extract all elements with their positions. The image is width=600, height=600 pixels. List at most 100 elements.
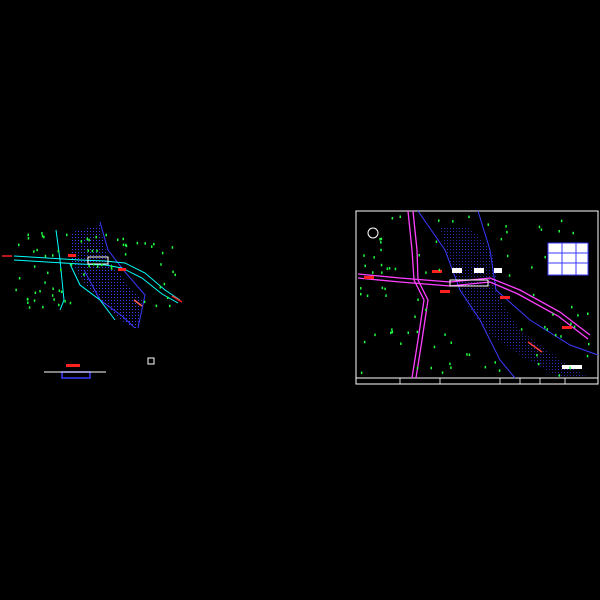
tree [58, 303, 60, 307]
tree [452, 220, 454, 223]
tree [531, 266, 533, 269]
road [69, 263, 116, 321]
tree [450, 366, 452, 369]
tree [53, 298, 55, 301]
tree [41, 232, 43, 235]
tree [125, 244, 128, 248]
tree [26, 298, 29, 301]
tree [161, 251, 164, 255]
tree [36, 248, 38, 252]
river-hatch [440, 228, 590, 378]
legend-grid [548, 243, 588, 275]
tree [58, 289, 61, 292]
tree [380, 248, 382, 252]
tree [363, 340, 366, 344]
tree [555, 333, 557, 337]
tree [433, 345, 436, 349]
tree [57, 249, 60, 253]
road [412, 210, 429, 379]
tree [80, 240, 83, 243]
tree [384, 287, 386, 291]
tree [558, 230, 560, 233]
tree [391, 330, 394, 334]
tree [15, 288, 17, 292]
tree [449, 362, 451, 366]
tree [484, 365, 487, 369]
tree [385, 294, 387, 297]
tree [33, 265, 36, 268]
tree [425, 308, 427, 312]
tree [506, 254, 509, 258]
road [13, 255, 181, 301]
tree [391, 217, 394, 220]
tree [34, 291, 37, 294]
tree [537, 362, 540, 366]
tree [18, 243, 20, 247]
tree [379, 238, 381, 241]
tree [438, 268, 441, 272]
arrow [171, 295, 183, 303]
title-block-cells [399, 378, 566, 384]
tree [51, 294, 54, 297]
tree [155, 304, 158, 308]
tree [96, 265, 99, 268]
tree [572, 231, 574, 235]
tree [506, 230, 508, 234]
tree [44, 281, 46, 284]
tree [380, 263, 383, 267]
tree [438, 219, 440, 222]
tree [444, 333, 446, 336]
tree [380, 237, 383, 241]
tree [386, 267, 389, 270]
tree [450, 341, 452, 344]
tree [110, 265, 113, 268]
bridge [449, 279, 489, 287]
tree [64, 300, 66, 303]
tree [505, 225, 507, 228]
river-bank [99, 221, 146, 329]
tree [435, 240, 438, 243]
tree [47, 271, 49, 275]
tree [532, 293, 535, 297]
tree [414, 315, 416, 318]
tree [441, 371, 444, 374]
tree [466, 353, 468, 356]
tree [124, 243, 127, 247]
tree [586, 354, 589, 358]
tree [33, 250, 35, 253]
tree [70, 263, 73, 266]
tree [110, 267, 113, 270]
tree [160, 263, 162, 266]
tree [86, 237, 89, 241]
tree [166, 296, 169, 299]
tree [174, 273, 176, 277]
tree [39, 290, 41, 293]
arrow [527, 341, 543, 353]
river-bank [477, 210, 599, 356]
tree [122, 243, 125, 247]
tree [560, 335, 562, 338]
tree [92, 263, 95, 266]
tree [560, 219, 563, 223]
tree [360, 287, 362, 290]
tree [569, 366, 571, 370]
tree [487, 223, 489, 226]
bridge [87, 256, 109, 265]
tree [544, 255, 546, 259]
tree [552, 313, 554, 316]
tree [381, 286, 384, 290]
tree [143, 300, 146, 304]
tree [588, 342, 590, 346]
trees [15, 215, 590, 377]
tree [87, 249, 89, 252]
tree [500, 237, 503, 241]
river-hatch [72, 225, 142, 330]
tree [544, 325, 546, 329]
drawing-frame [355, 210, 599, 385]
tree [374, 333, 376, 337]
tree [416, 330, 419, 334]
tree [520, 328, 523, 331]
tree [172, 270, 174, 274]
